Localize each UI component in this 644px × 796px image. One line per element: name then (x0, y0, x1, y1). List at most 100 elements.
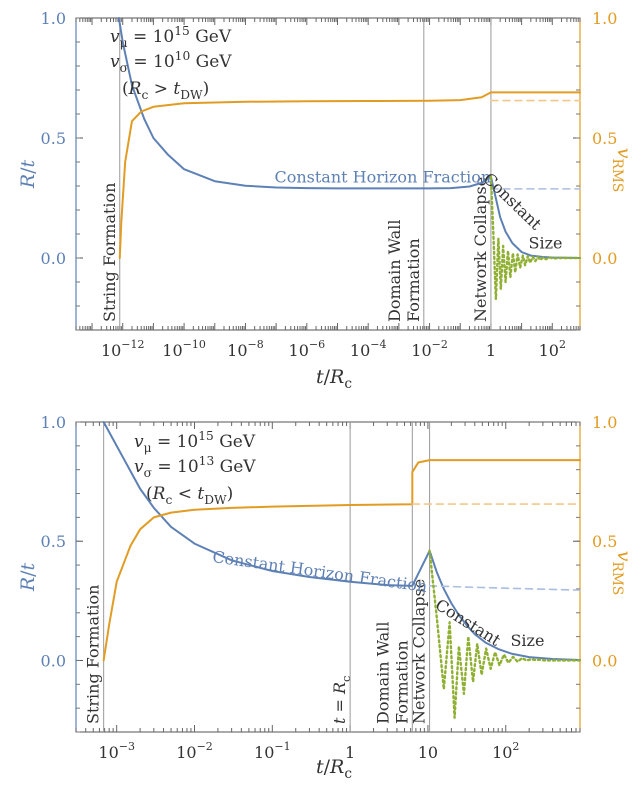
text-span: μ (120, 36, 128, 50)
x-axis-label: t/Rc (316, 366, 352, 392)
text-span: / (324, 756, 331, 778)
chart-panel-top: 0.0 0.00.5 0.51.0 1.010−12 10−10 10−8 10−6 10−4… (17, 9, 635, 392)
annotation-size: Size (510, 631, 544, 650)
text-span: c (141, 88, 148, 102)
x-tick-base: 10 (227, 341, 247, 360)
text-span: c (344, 766, 352, 782)
x-tick-label: 1 (486, 341, 496, 360)
text-span: / (324, 366, 331, 388)
text-span: 15 (174, 24, 190, 38)
text-span: t (316, 756, 324, 778)
text-span: = 10 (128, 27, 175, 47)
y-tick-label-left: 0.0 (41, 249, 66, 268)
x-tick-label: 102 (539, 338, 566, 360)
annotation-horizon: Constant Horizon Fraction (274, 167, 491, 186)
y-tick-label-right: 0.5 (592, 129, 617, 148)
series-line-5 (428, 549, 582, 719)
text-span: = 10 (128, 52, 175, 72)
x-tick-base: 10 (350, 341, 370, 360)
text-span: σ (120, 61, 128, 75)
y-axis-label-right: vRMS (609, 551, 635, 595)
event-label-text: Domain Wall (385, 219, 404, 322)
text-span: R (329, 756, 344, 778)
text-span: 13 (199, 454, 215, 468)
text-span: σ (144, 466, 152, 480)
x-tick-label: 10−2 (411, 338, 448, 360)
regime-label: (Rc > tDW) (122, 79, 209, 102)
text-span: c (165, 493, 172, 507)
y-tick-label-right: 1.0 (592, 413, 617, 432)
text-span: μ (144, 441, 152, 455)
event-label-text: t = Rc (330, 675, 353, 724)
text-span: < (172, 484, 197, 504)
text-span: / (17, 570, 39, 577)
x-tick-label: 102 (492, 740, 519, 762)
x-tick-base: 10 (539, 341, 559, 360)
series-line-1 (428, 549, 581, 661)
event-label: t = Rc (330, 675, 353, 724)
event-label-text: Network Collapse (471, 177, 490, 322)
text-span: ( (122, 79, 129, 99)
event-label-text: Domain Wall (373, 621, 392, 724)
text-span: v (613, 148, 635, 159)
y-tick-label-left: 1.0 (41, 413, 66, 432)
parameter-label: vμ = 1015 GeV (134, 429, 256, 455)
text-span: v (613, 551, 635, 562)
text-span: DW (180, 88, 203, 102)
event-label: Domain Wall Formation (373, 621, 411, 724)
text-span: ) (203, 79, 210, 99)
x-tick-exponent: 2 (512, 740, 519, 753)
x-tick-exponent: −2 (197, 740, 213, 753)
event-label: Network Collapse (410, 579, 429, 724)
text-span: t (197, 484, 204, 504)
x-tick-label: 10−8 (227, 338, 264, 360)
event-label: String Formation (100, 183, 119, 323)
parameter-label: vσ = 1010 GeV (110, 49, 232, 75)
y-axis-label-left: R/t (17, 159, 39, 189)
text-span: t (17, 562, 39, 570)
y-tick-label-left: 1.0 (41, 9, 66, 28)
text-span: t (17, 159, 39, 167)
parameter-label: vσ = 1013 GeV (134, 454, 256, 480)
x-tick-label: 10−4 (350, 338, 387, 360)
text-span: R (152, 484, 166, 504)
text-span: 15 (198, 429, 214, 443)
text-span: R (330, 682, 349, 695)
text-span: / (17, 167, 39, 174)
x-tick-base: 10 (418, 743, 438, 762)
text-span: = 10 (152, 432, 199, 452)
x-tick-exponent: −4 (370, 338, 386, 351)
x-tick-base: 10 (289, 341, 309, 360)
text-span: R (17, 577, 39, 592)
series-line-5 (489, 175, 582, 300)
y-tick-label-right: 0.0 (592, 651, 617, 670)
x-tick-exponent: −1 (274, 740, 290, 753)
text-span: v (110, 27, 120, 47)
x-axis-label: t/Rc (316, 756, 352, 782)
regime-label: (Rc < tDW) (146, 484, 233, 507)
text-span: GeV (190, 27, 232, 47)
x-tick-label: 1 (345, 743, 355, 762)
x-tick-base: 10 (176, 743, 196, 762)
x-tick-exponent: −2 (432, 338, 448, 351)
parameter-label: vμ = 1015 GeV (110, 24, 232, 50)
text-span: ( (146, 484, 153, 504)
event-label: Network Collapse (471, 177, 490, 322)
series-line-2 (428, 585, 581, 591)
text-span: = (330, 694, 349, 718)
y-tick-label-left: 0.0 (41, 651, 66, 670)
text-span: R (329, 366, 344, 388)
text-span: v (110, 52, 120, 72)
text-span: 10 (175, 49, 191, 63)
text-span: GeV (214, 457, 256, 477)
text-span: v (134, 457, 144, 477)
text-span: > (148, 79, 173, 99)
text-span: t (316, 366, 324, 388)
text-span: GeV (190, 52, 232, 72)
text-span: R (128, 79, 142, 99)
x-tick-base: 10 (162, 341, 182, 360)
series-line-0 (117, 17, 492, 190)
y-tick-label-right: 1.0 (592, 9, 617, 28)
chart-panel-bottom: 0.0 0.00.5 0.51.0 1.010−3 10−2 10−1 1 10 102t/Rc… (17, 413, 635, 782)
